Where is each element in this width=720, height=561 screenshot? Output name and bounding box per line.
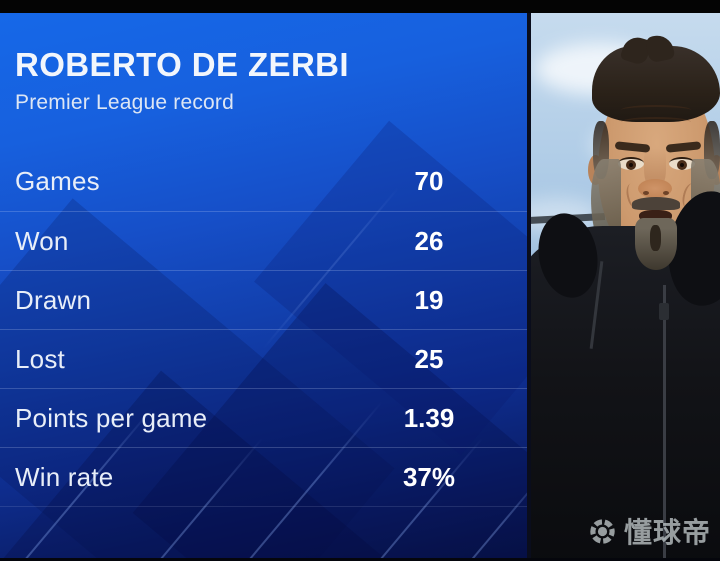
nose <box>644 141 666 189</box>
watermark-text: 懂球帝 <box>623 517 711 548</box>
manager-photo <box>531 13 720 561</box>
stat-value: 26 <box>414 225 444 256</box>
stat-value: 1.39 <box>403 402 455 433</box>
stats-panel: ROBERTO DE ZERBI Premier League record G… <box>0 13 527 561</box>
mustache <box>632 197 680 210</box>
stat-value: 25 <box>414 343 444 374</box>
stat-value: 70 <box>414 166 444 196</box>
stat-row-won: Won 26 <box>0 211 527 270</box>
dongqiudi-football-icon <box>590 518 615 544</box>
stat-label: Win rate <box>15 461 114 492</box>
forehead-wrinkle <box>621 117 691 127</box>
letterbox-top-bar <box>0 0 720 13</box>
panel-photo-divider <box>527 13 531 561</box>
page-title: ROBERTO DE ZERBI <box>15 46 349 83</box>
watermark: 懂球帝 <box>588 511 711 551</box>
iris <box>626 160 636 170</box>
jacket-zipper <box>663 285 666 561</box>
stat-row-lost: Lost 25 <box>0 329 527 388</box>
stat-row-games: Games 70 <box>0 152 527 211</box>
stats-table: Games 70 Won 26 Drawn 19 Lost 25 Points … <box>0 152 527 507</box>
stat-label: Lost <box>15 343 65 374</box>
stat-label: Games <box>15 166 100 196</box>
zipper-pull <box>659 303 669 320</box>
nostril <box>663 191 669 195</box>
pupil <box>629 163 633 167</box>
forehead-wrinkle <box>621 105 691 115</box>
nostril <box>643 191 649 195</box>
eye <box>618 157 644 170</box>
page-subtitle: Premier League record <box>15 91 234 114</box>
stat-value: 19 <box>414 284 444 315</box>
stat-label: Won <box>15 225 69 256</box>
stat-value: 37% <box>402 461 456 492</box>
stat-row-points-per-game: Points per game 1.39 <box>0 388 527 447</box>
iris <box>677 160 687 170</box>
nose-tip <box>638 179 672 198</box>
pupil <box>680 163 684 167</box>
stat-label: Drawn <box>15 284 92 315</box>
stat-row-drawn: Drawn 19 <box>0 270 527 329</box>
eye <box>669 157 695 170</box>
panel-header: ROBERTO DE ZERBI Premier League record <box>15 46 349 115</box>
soul-patch <box>650 225 661 251</box>
stat-label: Points per game <box>15 402 208 433</box>
letterbox-bottom-bar <box>0 558 720 561</box>
hair-tuft <box>644 32 676 64</box>
stat-row-win-rate: Win rate 37% <box>0 447 527 506</box>
